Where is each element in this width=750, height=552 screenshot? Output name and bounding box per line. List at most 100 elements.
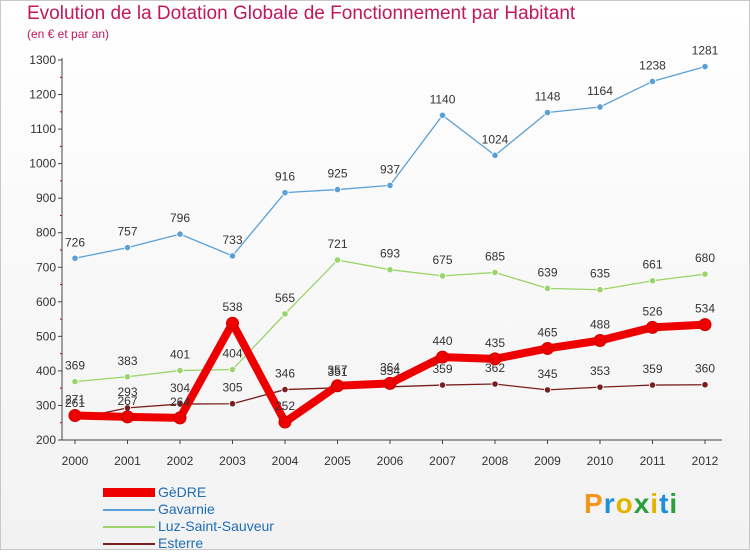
legend-swatch-luz — [103, 526, 155, 528]
data-point — [226, 316, 239, 330]
data-point — [281, 189, 289, 197]
data-label: 661 — [642, 258, 662, 272]
data-point — [173, 411, 187, 425]
legend-swatch-gedre — [103, 488, 155, 497]
data-label: 925 — [327, 167, 347, 181]
x-tick-label: 2008 — [482, 454, 509, 468]
data-point — [228, 365, 237, 374]
x-tick-label: 2002 — [167, 454, 194, 468]
data-label: 364 — [380, 360, 400, 374]
x-tick-label: 2012 — [692, 454, 719, 468]
data-label: 404 — [222, 347, 242, 361]
data-label: 360 — [695, 362, 715, 376]
data-label: 359 — [432, 362, 452, 376]
data-label: 401 — [170, 348, 190, 362]
data-point — [701, 62, 709, 71]
data-label: 538 — [222, 300, 242, 314]
data-label: 675 — [432, 253, 452, 267]
data-point — [281, 385, 289, 394]
chart-subtitle: (en € et par an) — [27, 27, 110, 41]
data-label: 1140 — [430, 92, 456, 106]
data-label: 354 — [380, 364, 400, 378]
y-tick-label: 1000 — [29, 157, 56, 171]
brand-letter: i — [650, 488, 660, 519]
legend-label-gedre: GèDRE — [158, 484, 207, 500]
data-label: 351 — [327, 365, 347, 379]
legend-label-gavarnie: Gavarnie — [158, 501, 215, 517]
data-label: 353 — [590, 364, 610, 378]
data-point — [383, 376, 397, 390]
data-label: 271 — [65, 392, 85, 406]
x-tick-label: 2007 — [429, 454, 456, 468]
data-point — [491, 151, 499, 159]
data-label: 383 — [117, 354, 137, 368]
data-label: 304 — [170, 381, 190, 395]
data-label: 565 — [275, 291, 295, 305]
data-point — [648, 381, 657, 389]
data-label: 264 — [170, 395, 190, 409]
x-tick-label: 2005 — [324, 454, 351, 468]
x-tick-label: 2010 — [587, 454, 614, 468]
data-point — [333, 256, 342, 264]
data-point — [596, 286, 604, 294]
data-label: 1024 — [482, 132, 509, 146]
data-label: 345 — [537, 367, 557, 381]
data-point — [648, 277, 657, 285]
y-tick-label: 1300 — [29, 53, 56, 67]
data-label: 1164 — [587, 84, 613, 98]
legend-swatch-gavarnie — [103, 509, 155, 511]
data-label: 796 — [170, 211, 190, 225]
data-point — [438, 111, 447, 119]
data-point — [333, 185, 342, 194]
data-label: 526 — [642, 304, 662, 318]
data-label: 721 — [327, 237, 347, 251]
data-point — [701, 381, 709, 389]
data-point — [71, 254, 79, 262]
data-label: 293 — [117, 385, 137, 399]
proxiti-logo: Proxiti — [584, 488, 678, 520]
data-point — [228, 400, 237, 408]
x-tick-label: 2000 — [62, 454, 89, 468]
brand-letter: x — [633, 488, 651, 519]
data-point — [541, 341, 554, 355]
data-label: 261 — [65, 396, 85, 410]
data-label: 305 — [222, 381, 242, 395]
x-tick-label: 2011 — [640, 454, 666, 468]
data-label: 693 — [380, 247, 400, 261]
data-label: 267 — [117, 394, 137, 408]
data-label: 252 — [275, 399, 295, 413]
y-tick-label: 700 — [36, 260, 56, 274]
y-tick-label: 500 — [36, 329, 56, 343]
data-label: 757 — [117, 225, 137, 239]
data-label: 362 — [485, 361, 505, 375]
data-point — [436, 350, 449, 364]
data-label: 685 — [485, 249, 505, 263]
data-point — [228, 252, 237, 260]
data-point — [438, 272, 447, 280]
data-label: 1148 — [535, 90, 561, 104]
data-point — [386, 181, 394, 189]
data-point — [646, 320, 659, 334]
data-label: 435 — [485, 336, 505, 350]
data-label: 488 — [590, 318, 610, 332]
data-point — [68, 408, 82, 422]
data-point — [281, 310, 289, 318]
data-point — [331, 379, 344, 393]
data-point — [543, 386, 552, 394]
data-label: 359 — [642, 362, 662, 376]
y-tick-label: 200 — [36, 433, 56, 447]
data-label: 465 — [537, 325, 557, 339]
data-label: 1281 — [692, 44, 719, 58]
y-tick-label: 1100 — [30, 122, 56, 136]
data-label: 534 — [695, 302, 715, 316]
x-tick-label: 2001 — [114, 454, 141, 468]
x-tick-label: 2004 — [272, 454, 299, 468]
y-tick-label: 900 — [36, 191, 56, 205]
data-point — [543, 284, 552, 292]
brand-letter: r — [603, 488, 616, 519]
data-point — [176, 366, 184, 375]
data-label: 635 — [590, 267, 610, 281]
x-tick-label: 2009 — [534, 454, 561, 468]
